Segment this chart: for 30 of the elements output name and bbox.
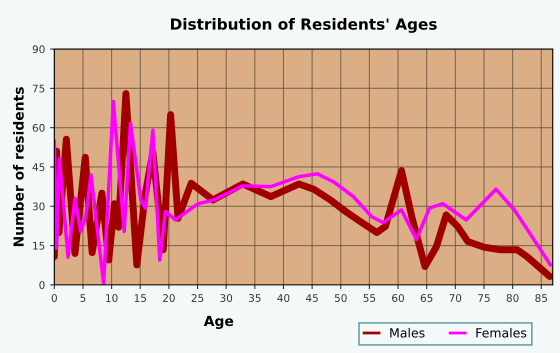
y-tick-label: 15: [33, 242, 44, 250]
legend-label: Males: [390, 328, 425, 338]
y-tick-label: 0: [39, 281, 45, 289]
x-tick-label: 10: [106, 294, 118, 302]
x-tick-label: 80: [506, 294, 519, 302]
x-tick-label: 30: [220, 294, 232, 302]
x-tick-label: 25: [192, 294, 204, 302]
x-tick-label: 5: [80, 294, 86, 302]
x-tick-label: 50: [334, 294, 347, 302]
x-axis-title: Age: [204, 316, 234, 329]
x-tick-label: 20: [163, 294, 175, 302]
y-tick-label: 75: [32, 84, 44, 92]
y-axis-title: Number of residents: [13, 87, 24, 246]
y-tick-label: 30: [32, 202, 45, 210]
x-tick-label: 85: [535, 294, 547, 302]
x-tick-label: 55: [364, 294, 376, 302]
y-tick-label: 90: [32, 45, 45, 54]
x-tick-label: 70: [450, 294, 462, 302]
x-tick-label: 40: [277, 294, 290, 302]
x-tick-label: 15: [134, 294, 146, 302]
x-tick-label: 75: [478, 294, 490, 302]
chart-title: Distribution of Residents' Ages: [171, 18, 437, 33]
legend-label: Females: [476, 328, 526, 338]
x-tick-label: 35: [248, 294, 261, 302]
y-tick-label: 45: [32, 163, 44, 172]
x-tick-label: 0: [52, 294, 57, 302]
x-tick-label: 45: [306, 294, 318, 302]
x-tick-label: 65: [420, 294, 432, 302]
x-tick-label: 60: [392, 294, 404, 302]
y-tick-label: 60: [32, 124, 45, 132]
